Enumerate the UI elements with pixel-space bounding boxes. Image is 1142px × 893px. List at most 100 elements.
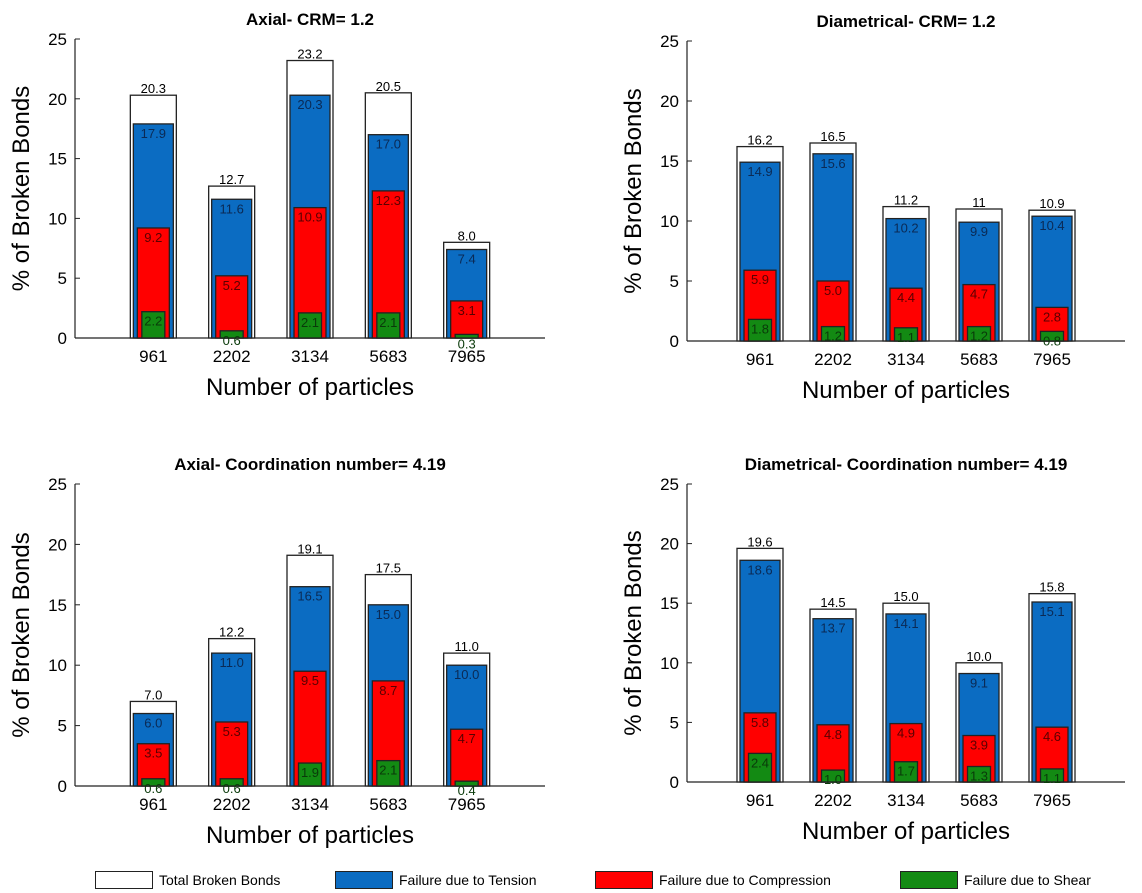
data-label-compression: 4.8 (824, 727, 842, 742)
data-label-compression: 4.9 (897, 726, 915, 741)
x-tick-label: 3134 (291, 795, 329, 814)
data-label-tension: 6.0 (144, 716, 162, 731)
bar-shear (141, 311, 166, 339)
data-label-tension: 10.4 (1039, 218, 1064, 233)
x-axis-label: Number of particles (802, 818, 1010, 845)
data-label-total: 8.0 (458, 228, 476, 243)
x-tick-label: 3134 (291, 347, 329, 366)
data-label-shear: 0.3 (458, 336, 476, 351)
data-label-shear: 2.1 (379, 763, 397, 778)
data-label-tension: 16.5 (297, 589, 322, 604)
y-axis-label: % of Broken Bonds (8, 532, 35, 737)
data-label-shear: 1.0 (824, 772, 842, 787)
y-tick-label: 0 (670, 332, 679, 351)
x-tick-label: 961 (746, 791, 774, 810)
legend-item-total: Total Broken Bonds (95, 869, 280, 891)
y-axis-label: % of Broken Bonds (620, 88, 647, 293)
legend-label-shear: Failure due to Shear (964, 872, 1091, 888)
y-tick-label: 25 (660, 475, 679, 494)
data-label-tension: 11.0 (219, 655, 243, 670)
data-label-tension: 14.9 (747, 164, 772, 179)
data-label-shear: 0.6 (223, 781, 241, 796)
data-label-shear: 0.6 (223, 333, 241, 348)
data-label-total: 16.2 (747, 133, 772, 148)
data-label-tension: 9.9 (970, 224, 988, 239)
data-label-shear: 1.3 (970, 769, 988, 784)
data-label-shear: 2.4 (751, 755, 769, 770)
bar-shear (1039, 768, 1065, 783)
bar-compression (450, 300, 484, 339)
y-tick-label: 25 (48, 30, 67, 49)
bar-shear (966, 765, 992, 783)
data-label-compression: 8.7 (379, 683, 397, 698)
data-label-total: 11 (972, 195, 986, 210)
data-label-compression: 9.2 (144, 230, 162, 245)
data-label-total: 20.5 (376, 79, 401, 94)
data-label-shear: 0.8 (1043, 333, 1061, 348)
data-label-shear: 1.7 (897, 764, 915, 779)
data-label-tension: 17.9 (141, 126, 166, 141)
data-label-compression: 9.5 (301, 673, 319, 688)
chart-title: Diametrical- CRM= 1.2 (816, 12, 995, 31)
data-label-total: 11.2 (894, 193, 918, 208)
x-tick-label: 7965 (448, 347, 486, 366)
bar-shear (297, 762, 323, 787)
x-tick-label: 5683 (960, 350, 998, 369)
data-label-total: 12.7 (219, 172, 244, 187)
x-tick-label: 7965 (448, 795, 486, 814)
y-tick-label: 15 (48, 596, 67, 615)
data-label-compression: 3.1 (458, 303, 476, 318)
data-label-compression: 3.9 (970, 738, 988, 753)
x-axis-label: Number of particles (206, 374, 414, 401)
x-tick-label: 5683 (369, 795, 407, 814)
y-tick-label: 25 (48, 475, 67, 494)
data-label-compression: 5.9 (751, 272, 769, 287)
x-tick-label: 7965 (1033, 350, 1071, 369)
legend-swatch-compression (595, 871, 653, 889)
data-label-tension: 18.6 (747, 562, 772, 577)
y-tick-label: 10 (660, 212, 679, 231)
data-label-tension: 9.1 (970, 676, 988, 691)
data-label-total: 19.6 (747, 534, 772, 549)
data-label-total: 10.9 (1039, 196, 1064, 211)
x-tick-label: 5683 (369, 347, 407, 366)
data-label-compression: 2.8 (1043, 309, 1061, 324)
data-label-compression: 4.6 (1043, 729, 1061, 744)
bar-shear (820, 325, 846, 342)
y-tick-label: 15 (660, 594, 679, 613)
data-label-total: 16.5 (820, 129, 845, 144)
x-tick-label: 5683 (960, 791, 998, 810)
bar-compression (215, 275, 249, 339)
bar-shear (966, 325, 992, 342)
data-label-tension: 7.4 (458, 251, 476, 266)
data-label-compression: 3.5 (144, 746, 162, 761)
chart-title: Diametrical- Coordination number= 4.19 (745, 455, 1068, 474)
data-label-shear: 1.9 (301, 765, 319, 780)
x-tick-label: 2202 (814, 791, 852, 810)
data-label-shear: 1.8 (751, 321, 769, 336)
legend-label-tension: Failure due to Tension (399, 872, 537, 888)
data-label-tension: 15.6 (820, 156, 845, 171)
legend: Total Broken Bonds Failure due to Tensio… (95, 869, 1135, 891)
y-tick-label: 0 (58, 329, 67, 348)
data-label-tension: 13.7 (820, 621, 845, 636)
data-label-shear: 2.1 (379, 315, 397, 330)
legend-swatch-total (95, 871, 153, 889)
y-tick-label: 25 (660, 32, 679, 51)
x-tick-label: 7965 (1033, 791, 1071, 810)
data-label-shear: 1.2 (970, 329, 988, 344)
bar-shear (219, 330, 244, 339)
data-label-total: 14.5 (820, 595, 845, 610)
data-label-total: 10.0 (966, 649, 991, 664)
data-label-compression: 4.7 (458, 731, 476, 746)
bar-shear (893, 327, 919, 342)
data-label-compression: 4.7 (970, 287, 988, 302)
data-label-total: 11.0 (454, 639, 478, 654)
data-label-shear: 1.2 (824, 329, 842, 344)
x-tick-label: 961 (746, 350, 774, 369)
y-tick-label: 5 (670, 272, 679, 291)
y-tick-label: 5 (58, 269, 67, 288)
data-label-compression: 5.2 (223, 278, 241, 293)
